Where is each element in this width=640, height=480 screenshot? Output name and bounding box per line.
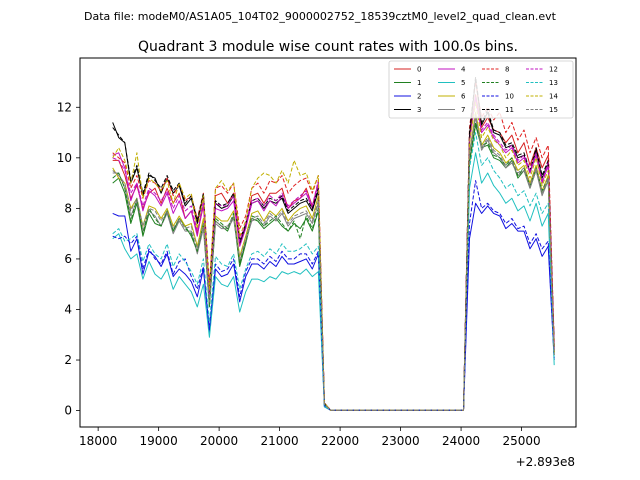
legend-label: 13 (549, 79, 558, 87)
series-layer (112, 76, 555, 411)
series-line-15 (112, 114, 555, 411)
legend-label: 7 (461, 106, 465, 114)
legend-label: 6 (461, 93, 466, 101)
y-tick-label: 8 (64, 201, 72, 215)
legend-label: 4 (461, 66, 466, 74)
x-axis: 18000 19000 20000 21000 22000 23000 24000 25000 (79, 427, 541, 448)
x-tick-label: 22000 (321, 434, 359, 448)
legend-frame (388, 60, 574, 119)
y-tick-label: 6 (64, 252, 72, 266)
chart-title: Quadrant 3 module wise count rates with … (138, 39, 518, 55)
series-line-0 (112, 94, 555, 411)
legend-label: 1 (417, 79, 421, 87)
legend-label: 2 (417, 93, 421, 101)
plot-frame (79, 57, 577, 428)
series-line-1 (112, 124, 555, 411)
legend-label: 11 (505, 106, 514, 114)
y-tick-label: 4 (64, 302, 72, 316)
series-line-7 (112, 116, 555, 411)
series-line-9 (112, 121, 555, 411)
legend-label: 3 (417, 106, 421, 114)
series-line-14 (112, 101, 555, 411)
legend-label: 9 (505, 79, 509, 87)
series-line-5 (112, 152, 555, 411)
series-line-11 (112, 76, 555, 411)
legend-label: 15 (549, 106, 558, 114)
x-tick-label: 18000 (79, 434, 117, 448)
x-tick-label: 20000 (200, 434, 238, 448)
y-tick-label: 0 (64, 404, 72, 418)
legend-label: 10 (505, 93, 514, 101)
data-file-label: Data file: modeM0/AS1A05_104T02_90000027… (84, 10, 557, 23)
series-line-8 (112, 81, 555, 411)
y-axis: 0 2 4 6 8 10 12 (57, 100, 80, 418)
series-line-2 (112, 202, 555, 411)
y-tick-label: 2 (64, 353, 72, 367)
x-tick-label: 24000 (442, 434, 480, 448)
series-line-3 (112, 79, 555, 411)
x-tick-label: 19000 (140, 434, 178, 448)
y-tick-label: 12 (57, 100, 72, 114)
x-tick-label: 25000 (502, 434, 540, 448)
x-tick-label: 21000 (261, 434, 299, 448)
y-tick-label: 10 (57, 151, 72, 165)
legend-label: 8 (505, 66, 509, 74)
legend-label: 14 (549, 93, 558, 101)
series-line-10 (112, 180, 555, 411)
legend-label: 0 (417, 66, 421, 74)
x-offset-label: +2.893e8 (516, 455, 575, 469)
legend-label: 5 (461, 79, 465, 87)
x-tick-label: 23000 (381, 434, 419, 448)
legend-label: 12 (549, 66, 558, 74)
